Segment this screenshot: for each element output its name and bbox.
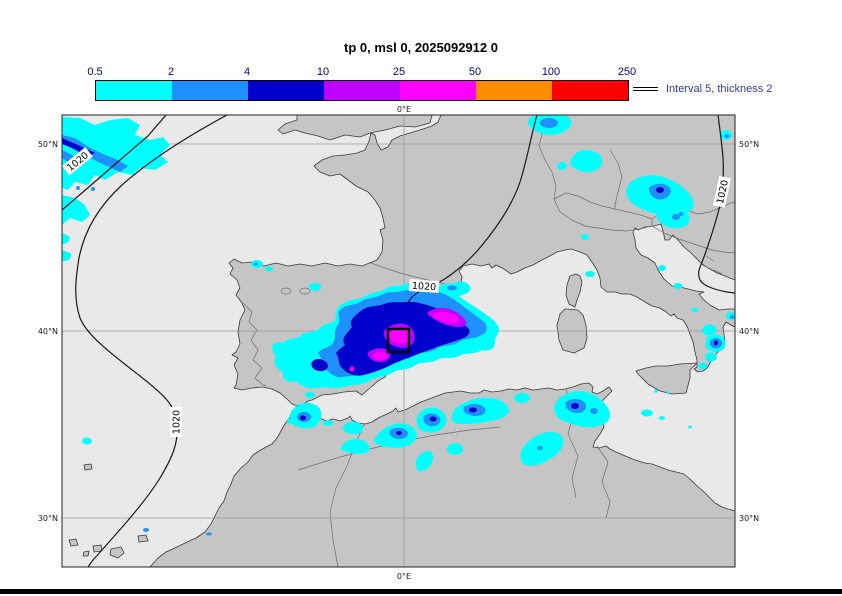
- lon-label-0e-top: 0°E: [397, 105, 411, 114]
- contour-legend: Interval 5, thickness 2: [633, 80, 772, 98]
- island-canary-5: [137, 534, 149, 543]
- colorbar-segment: [172, 81, 248, 100]
- island-canary-2: [82, 550, 90, 557]
- lat-label-50n-right: 50°N: [739, 140, 759, 149]
- island-sicily: [635, 362, 698, 395]
- map-frame: [61, 114, 736, 568]
- island-canary-4: [109, 546, 125, 559]
- axis-labels: 50°N 40°N 30°N 50°N 40°N 30°N 0°E 0°E: [38, 105, 759, 581]
- isobar-contours: [62, 115, 735, 567]
- contour-label-east: 1020: [715, 179, 731, 205]
- colorbar-segments: [95, 80, 629, 101]
- lat-label-40n-left: 40°N: [38, 327, 58, 336]
- bottom-separator-bar: [0, 589, 842, 594]
- island-canary-1: [68, 538, 79, 547]
- colorbar-tick-label: 0.5: [87, 66, 103, 78]
- island-madeira: [83, 463, 93, 471]
- colorbar-segment: [552, 81, 628, 100]
- land-england: [277, 115, 433, 141]
- colorbar-tick-label: 4: [243, 66, 251, 78]
- lon-label-0e-bottom: 0°E: [397, 572, 411, 581]
- colorbar-tick-label: 250: [617, 66, 637, 78]
- land-africa: [149, 382, 735, 567]
- colorbar-segment: [96, 81, 172, 100]
- chart-title: tp 0, msl 0, 2025092912 0: [344, 40, 498, 55]
- target-region-box: [386, 327, 411, 354]
- contour-legend-text: Interval 5, thickness 2: [666, 83, 773, 95]
- contour-label-center: 1020: [412, 281, 437, 294]
- lat-label-40n-right: 40°N: [739, 327, 759, 336]
- lat-label-30n-right: 30°N: [739, 514, 759, 523]
- colorbar-tick-label: 50: [468, 66, 482, 78]
- colorbar-ticks: 0.5 2 4 10 25 50 100 250: [87, 66, 636, 79]
- colorbar-segment: [476, 81, 552, 100]
- colorbar-tick-label: 25: [392, 66, 406, 78]
- colorbar-tick-label: 2: [167, 66, 175, 78]
- colorbar-segment: [400, 81, 476, 100]
- island-canary-3: [92, 544, 103, 553]
- colorbar-segment: [324, 81, 400, 100]
- lat-label-50n-left: 50°N: [38, 140, 58, 149]
- colorbar-tick-label: 100: [541, 66, 561, 78]
- precip-magenta-layer: [349, 311, 460, 372]
- island-corsica: [565, 273, 583, 308]
- contour-label-southwest: 1020: [172, 410, 183, 434]
- colorbar-tick-label: 10: [316, 66, 330, 78]
- colorbar: 0.5 2 4 10 25 50 100 250: [87, 66, 636, 102]
- colorbar-segment: [248, 81, 324, 100]
- lat-label-30n-left: 30°N: [38, 514, 58, 523]
- contour-thickness-icon: [633, 84, 658, 94]
